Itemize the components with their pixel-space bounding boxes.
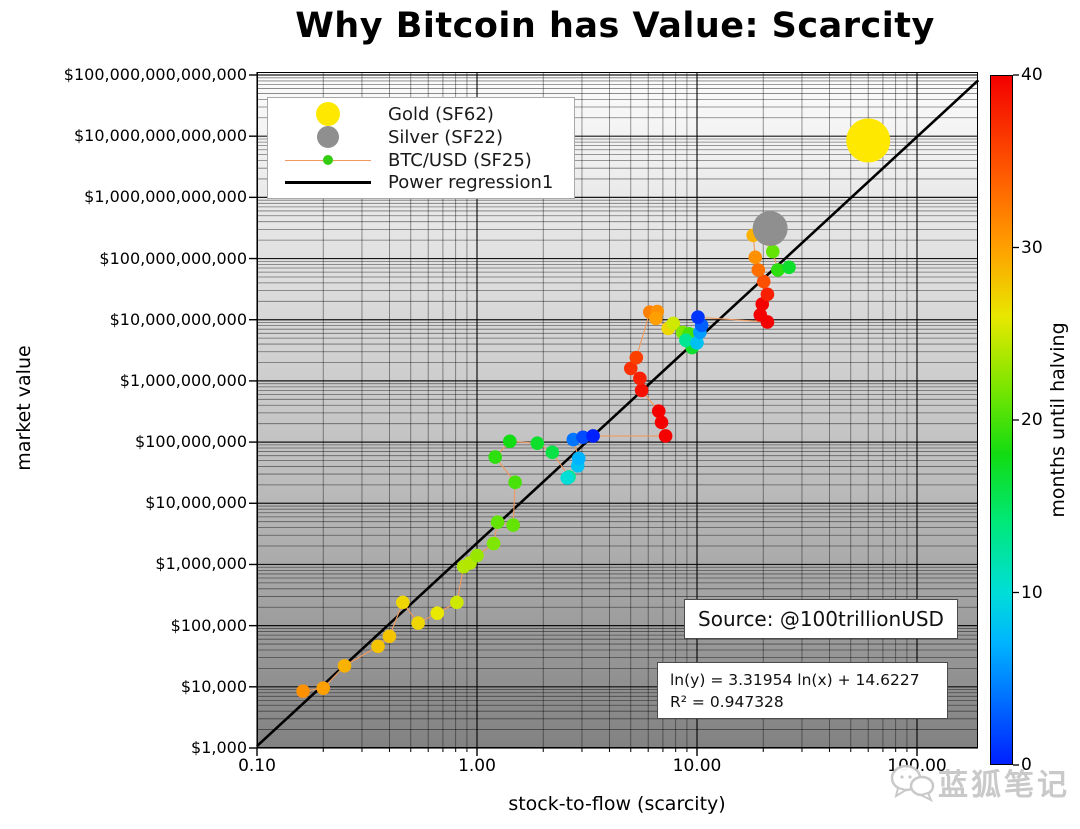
y-tick-label: $10,000,000,000,000 (73, 126, 247, 146)
legend-item-regression: Power regression1 (268, 171, 574, 194)
colorbar-label: months until halving (1047, 322, 1069, 518)
x-axis-label: stock-to-flow (scarcity) (508, 793, 726, 815)
btc-line-marker-icon (285, 154, 371, 165)
equation-line2: R² = 0.947328 (670, 693, 784, 712)
legend-item-silver: Silver (SF22) (268, 126, 574, 149)
source-annotation: Source: @100trillionUSD (684, 599, 958, 639)
y-tick-label: $100,000 (170, 615, 247, 635)
y-axis-label: market value (13, 345, 35, 471)
colorbar-tick-label: 20 (1021, 410, 1043, 430)
regression-line-marker-icon (285, 181, 371, 185)
legend-item-gold: Gold (SF62) (268, 102, 574, 126)
silver-marker-icon (317, 126, 339, 149)
fox-chat-bubble-icon (890, 764, 935, 802)
colorbar-tick-label: 30 (1021, 237, 1043, 258)
y-tick-label: $1,000,000,000,000 (84, 187, 247, 207)
x-tick-label: 0.10 (238, 756, 276, 776)
gold-marker-icon (316, 102, 340, 126)
y-tick-label: $10,000 (180, 676, 247, 696)
y-tick-label: $1,000,000 (155, 554, 247, 574)
x-tick-label: 10.00 (672, 756, 722, 776)
colorbar-tick-label: 10 (1021, 582, 1043, 603)
y-tick-label: $100,000,000,000 (99, 248, 247, 268)
btc-dot-marker-icon (323, 154, 333, 165)
equation-line1: ln(y) = 3.31954 ln(x) + 14.6227 (670, 671, 920, 689)
legend-item-btc: BTC/USD (SF25) (268, 149, 574, 172)
colorbar-tick-label: 40 (1021, 65, 1043, 85)
legend-label-gold: Gold (SF62) (388, 103, 494, 125)
chart-title: Why Bitcoin has Value: Scarcity (295, 6, 935, 46)
y-tick-label: $100,000,000 (135, 432, 247, 452)
legend: Gold (SF62) Silver (SF22) BTC/USD (SF25)… (267, 97, 575, 199)
y-tick-label: $10,000,000 (145, 493, 247, 513)
y-tick-label: $100,000,000,000,000 (63, 65, 247, 84)
equation-annotation: ln(y) = 3.31954 ln(x) + 14.6227 R² = 0.9… (657, 662, 948, 719)
watermark: 蓝狐笔记 (890, 760, 1070, 804)
y-tick-label: $1,000 (191, 738, 247, 757)
y-tick-label: $10,000,000,000 (109, 309, 247, 329)
watermark-text: 蓝狐笔记 (938, 768, 1070, 803)
legend-label-btc: BTC/USD (SF25) (388, 149, 532, 171)
x-tick-label: 1.00 (458, 756, 496, 776)
colorbar (990, 75, 1013, 765)
legend-label-regression: Power regression1 (388, 172, 554, 194)
colorbar-tick-label: 0 (1021, 755, 1032, 775)
legend-label-silver: Silver (SF22) (388, 126, 504, 148)
y-tick-label: $1,000,000,000 (119, 370, 247, 390)
